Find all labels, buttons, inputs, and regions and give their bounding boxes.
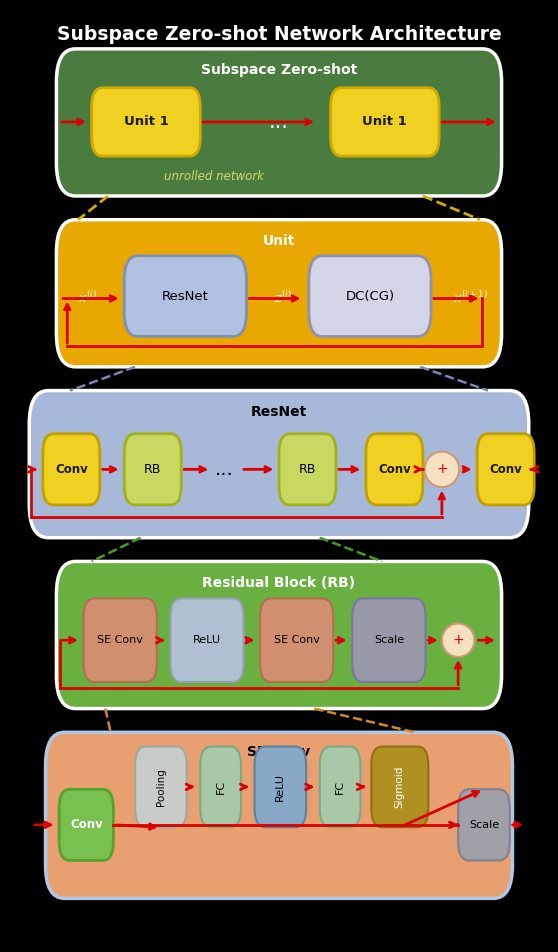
Text: Pooling: Pooling xyxy=(156,768,166,805)
FancyBboxPatch shape xyxy=(170,599,244,682)
Text: Conv: Conv xyxy=(55,463,88,476)
Ellipse shape xyxy=(425,451,459,487)
Text: ...: ... xyxy=(215,460,234,479)
Text: Conv: Conv xyxy=(378,463,411,476)
Text: Unit 1: Unit 1 xyxy=(363,115,407,129)
Text: $z^{(i)}$: $z^{(i)}$ xyxy=(275,290,292,307)
Text: ResNet: ResNet xyxy=(251,405,307,419)
Text: Sigmoid: Sigmoid xyxy=(395,765,405,808)
Text: Conv: Conv xyxy=(70,819,103,831)
Text: Unit 1: Unit 1 xyxy=(124,115,169,129)
Text: ReLU: ReLU xyxy=(275,773,285,801)
Text: $x^{(i)}$: $x^{(i)}$ xyxy=(79,290,97,307)
FancyBboxPatch shape xyxy=(56,220,502,367)
FancyBboxPatch shape xyxy=(92,88,200,156)
FancyBboxPatch shape xyxy=(254,746,306,827)
FancyBboxPatch shape xyxy=(29,390,529,538)
FancyBboxPatch shape xyxy=(458,789,510,861)
Text: Residual Block (RB): Residual Block (RB) xyxy=(203,576,355,589)
Text: SE Conv: SE Conv xyxy=(247,744,311,759)
Text: +: + xyxy=(453,633,464,647)
FancyBboxPatch shape xyxy=(330,88,439,156)
Text: unrolled network: unrolled network xyxy=(164,169,264,183)
FancyBboxPatch shape xyxy=(124,434,181,505)
FancyBboxPatch shape xyxy=(46,732,512,899)
Text: SE Conv: SE Conv xyxy=(274,635,320,645)
FancyBboxPatch shape xyxy=(56,562,502,708)
FancyBboxPatch shape xyxy=(366,434,423,505)
Text: Scale: Scale xyxy=(374,635,404,645)
Text: +: + xyxy=(436,463,448,476)
FancyBboxPatch shape xyxy=(84,599,157,682)
Text: DC(CG): DC(CG) xyxy=(345,289,395,303)
Text: Conv: Conv xyxy=(489,463,522,476)
Text: Unit: Unit xyxy=(263,234,295,248)
Ellipse shape xyxy=(442,624,474,657)
Text: SE Conv: SE Conv xyxy=(97,635,143,645)
FancyBboxPatch shape xyxy=(59,789,113,861)
FancyBboxPatch shape xyxy=(260,599,333,682)
FancyBboxPatch shape xyxy=(320,746,360,827)
FancyBboxPatch shape xyxy=(56,49,502,196)
Text: FC: FC xyxy=(335,780,345,794)
FancyBboxPatch shape xyxy=(477,434,534,505)
FancyBboxPatch shape xyxy=(352,599,426,682)
Text: ...: ... xyxy=(269,112,289,132)
Text: RB: RB xyxy=(299,463,316,476)
Text: FC: FC xyxy=(215,780,225,794)
FancyBboxPatch shape xyxy=(371,746,429,827)
Text: RB: RB xyxy=(144,463,161,476)
Text: ReLU: ReLU xyxy=(193,635,221,645)
FancyBboxPatch shape xyxy=(200,746,241,827)
FancyBboxPatch shape xyxy=(309,256,431,336)
Text: Subspace Zero-shot: Subspace Zero-shot xyxy=(201,63,357,77)
Text: Subspace Zero-shot Network Architecture: Subspace Zero-shot Network Architecture xyxy=(56,25,502,44)
Text: ResNet: ResNet xyxy=(162,289,209,303)
FancyBboxPatch shape xyxy=(279,434,336,505)
FancyBboxPatch shape xyxy=(43,434,100,505)
Text: $x^{(i+1)}$: $x^{(i+1)}$ xyxy=(453,290,488,307)
FancyBboxPatch shape xyxy=(124,256,247,336)
FancyBboxPatch shape xyxy=(135,746,187,827)
Text: Scale: Scale xyxy=(469,820,499,830)
